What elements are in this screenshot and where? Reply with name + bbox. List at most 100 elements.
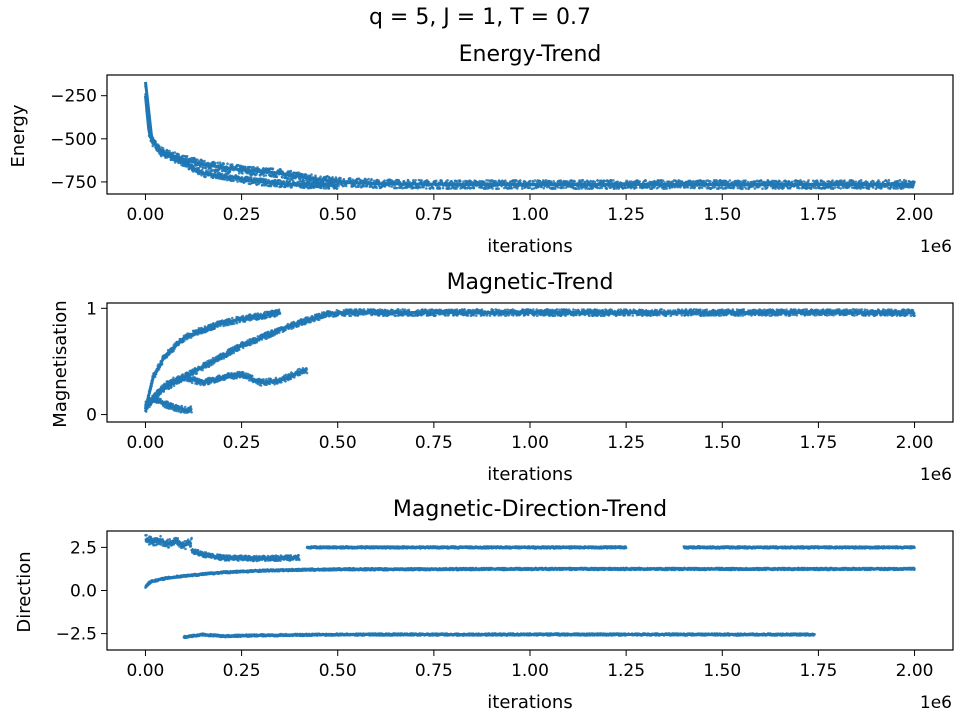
magnetic-point — [211, 356, 215, 360]
energy-point — [250, 176, 253, 179]
magnetic-point — [265, 337, 268, 340]
magnetic-point — [237, 348, 241, 351]
energy-point — [761, 187, 764, 190]
energy-xtick-label: 2.00 — [896, 205, 934, 225]
magnetic-point — [201, 368, 204, 372]
magnetic-plot-area — [144, 308, 916, 414]
energy-point — [726, 180, 730, 184]
energy-point — [280, 176, 284, 179]
magnetic-point — [532, 308, 535, 311]
magnetic-point — [472, 313, 475, 317]
energy-point — [218, 161, 222, 164]
magnetic-point — [527, 313, 530, 317]
energy-point — [753, 187, 757, 190]
energy-point — [715, 180, 719, 183]
energy-point — [631, 185, 634, 189]
energy-point — [151, 144, 155, 148]
energy-point — [422, 185, 425, 189]
magnetic-point — [607, 313, 611, 317]
energy-point — [462, 180, 465, 183]
energy-point — [446, 179, 449, 182]
magnetic-point — [536, 314, 539, 318]
energy-point — [185, 155, 189, 158]
energy-point — [665, 187, 668, 190]
energy-point — [613, 187, 616, 190]
energy-point — [556, 186, 560, 189]
magnetic-point — [680, 313, 684, 317]
magnetic-point — [263, 310, 267, 314]
energy-point — [342, 178, 346, 181]
energy-point — [370, 177, 373, 181]
energy-point — [575, 187, 578, 191]
energy-point — [252, 165, 255, 169]
energy-point — [241, 172, 244, 175]
energy-point — [200, 159, 204, 163]
magnetic-point — [631, 314, 634, 317]
magnetic-point — [416, 309, 420, 312]
energy-point — [528, 179, 532, 183]
energy-point — [774, 187, 777, 190]
energy-point — [162, 149, 166, 152]
energy-xtick-label: 1.75 — [799, 205, 837, 225]
energy-point — [760, 179, 763, 183]
magnetic-series-band-1 — [144, 308, 916, 413]
energy-xtick-label: 1.00 — [511, 205, 549, 225]
energy-point — [831, 187, 835, 190]
energy-point — [532, 187, 536, 190]
energy-point — [236, 180, 239, 183]
energy-point — [466, 186, 470, 189]
magnetic-point — [600, 314, 603, 318]
energy-point — [635, 186, 638, 189]
energy-point — [744, 187, 748, 190]
energy-point — [166, 149, 169, 152]
energy-point — [840, 179, 843, 182]
energy-point — [412, 186, 416, 189]
energy-point — [168, 149, 171, 153]
energy-point — [661, 179, 665, 182]
energy-point — [744, 179, 747, 182]
energy-point — [459, 180, 462, 183]
energy-point — [812, 186, 816, 190]
magnetic-point — [475, 314, 478, 317]
energy-point — [388, 184, 391, 188]
energy-point — [809, 187, 813, 190]
energy-point — [301, 173, 304, 176]
energy-point — [736, 186, 740, 190]
energy-ytick-label: −750 — [50, 173, 97, 193]
energy-ylabel: Energy — [8, 104, 29, 167]
energy-series-band-0 — [144, 81, 916, 191]
energy-point — [357, 185, 360, 189]
energy-point — [159, 154, 163, 158]
energy-point — [746, 180, 750, 184]
energy-point — [280, 184, 284, 188]
magnetic-point — [444, 314, 447, 317]
magnetic-series-band-0 — [144, 308, 282, 413]
energy-point — [766, 185, 769, 188]
magnetic-point — [506, 308, 510, 312]
energy-point — [605, 187, 608, 190]
energy-point — [612, 179, 615, 182]
magnetic-point — [588, 314, 591, 318]
energy-point — [867, 187, 871, 191]
magnetic-series-line — [144, 311, 281, 410]
energy-point — [519, 179, 522, 182]
energy-point — [878, 180, 881, 184]
energy-ytick-label: −250 — [50, 87, 97, 107]
energy-point — [288, 179, 292, 183]
energy-point — [216, 161, 220, 165]
energy-point — [859, 179, 863, 182]
energy-point — [728, 179, 732, 182]
energy-point — [866, 181, 869, 184]
energy-point — [331, 176, 334, 179]
energy-xtick-label: 1.25 — [607, 205, 645, 225]
energy-point — [204, 175, 207, 178]
energy-point — [554, 187, 557, 190]
energy-point — [577, 185, 580, 189]
magnetic-point — [692, 308, 696, 311]
energy-point — [862, 186, 866, 189]
energy-point — [842, 186, 845, 189]
energy-point — [700, 186, 704, 189]
magnetic-point — [555, 308, 559, 311]
magnetic-point — [403, 308, 407, 312]
